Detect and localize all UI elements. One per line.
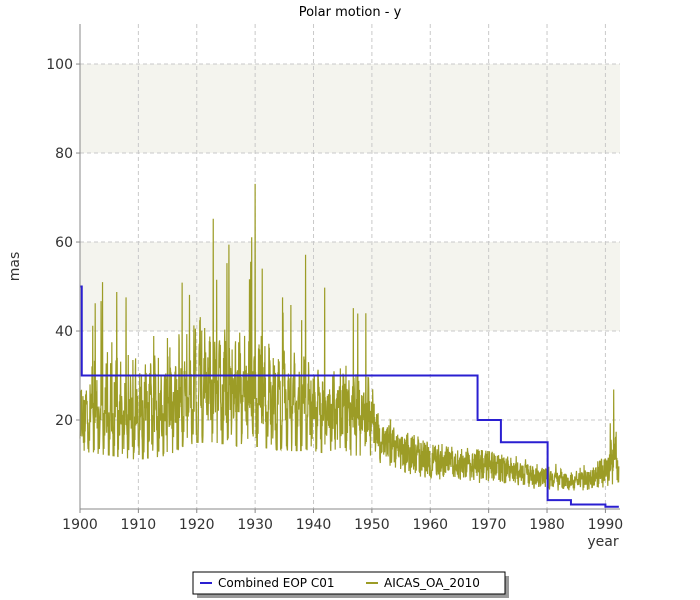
- x-tick-label: 1910: [121, 517, 157, 533]
- x-tick-label: 1970: [471, 517, 507, 533]
- y-tick-label: 40: [55, 324, 73, 340]
- x-tick-label: 1940: [296, 517, 332, 533]
- x-tick-label: 1900: [62, 517, 98, 533]
- y-tick-label: 80: [55, 146, 73, 162]
- plot-band: [80, 242, 620, 332]
- x-tick-label: 1980: [529, 517, 565, 533]
- x-tick-label: 1920: [179, 517, 215, 533]
- y-axis-label: mas: [7, 252, 23, 282]
- y-tick-label: 20: [55, 413, 73, 429]
- plot-band: [80, 64, 620, 154]
- x-tick-label: 1960: [412, 517, 448, 533]
- x-tick-label: 1950: [354, 517, 390, 533]
- y-tick-label: 100: [46, 57, 73, 73]
- legend-box: [192, 571, 506, 595]
- chart-title: Polar motion - y: [299, 5, 402, 20]
- x-axis-label: year: [587, 534, 618, 550]
- x-tick-label: 1930: [237, 517, 273, 533]
- legend-entry-label: AICAS_OA_2010: [384, 576, 480, 590]
- y-tick-label: 60: [55, 235, 73, 251]
- legend-entry-label: Combined EOP C01: [218, 576, 335, 590]
- plot-area: 20 40 60 80 100 1900 1910 1920 1930 1940 1950 1960 1…: [46, 24, 623, 533]
- series-line-combined-eop-c01: [80, 285, 619, 508]
- series-line-aicas-oa-2010: [79, 183, 620, 491]
- x-tick-label: 1990: [588, 517, 624, 533]
- legend: Combined EOP C01 AICAS_OA_2010: [192, 571, 509, 598]
